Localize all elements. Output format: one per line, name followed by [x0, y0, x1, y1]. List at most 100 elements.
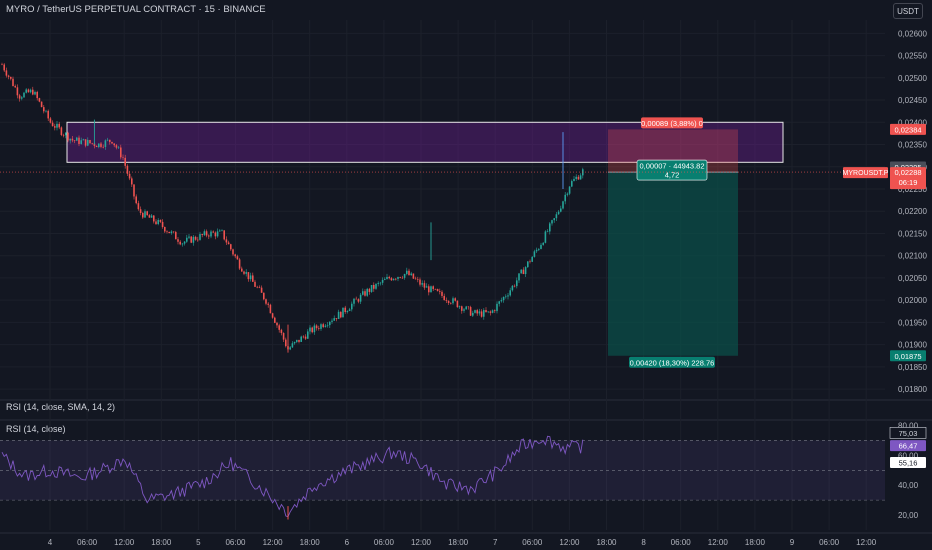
candle-body [98, 143, 100, 148]
time-tick-label: 12:00 [114, 538, 135, 547]
candle-body [474, 310, 476, 313]
candle-body [21, 97, 23, 99]
candle-body [553, 218, 555, 221]
candle-body [291, 343, 294, 348]
candle-body [324, 325, 327, 327]
candle-body [93, 143, 96, 146]
candle-body [170, 231, 173, 234]
candle-body [476, 310, 478, 314]
candle-body [496, 303, 498, 312]
candle-body [489, 311, 492, 313]
candle-body [500, 300, 503, 302]
candle-body [300, 336, 302, 342]
symbol-tag: MYROUSDT.P [843, 170, 889, 177]
candle-body [344, 307, 346, 312]
candle-body [487, 311, 489, 313]
candle-body [109, 139, 111, 142]
candle-body [322, 324, 324, 327]
candle-body [179, 241, 181, 245]
time-tick-label: 06:00 [374, 538, 395, 547]
candle-body [117, 147, 120, 149]
price-tick-label: 0,02550 [898, 52, 927, 61]
candle-body [373, 285, 375, 289]
candle-body [40, 101, 43, 108]
candle-body [73, 140, 76, 142]
candle-body [359, 294, 362, 302]
candle-body [551, 220, 553, 224]
rsi-sma-tag: 55,16 [899, 459, 918, 468]
candle-body [197, 239, 199, 241]
rsi-value-tag: 66,47 [899, 442, 918, 451]
candle-body [392, 278, 395, 281]
candle-body [439, 291, 441, 292]
candle-body [520, 269, 522, 274]
candle-body [43, 107, 45, 112]
candle-body [142, 213, 144, 218]
candle-body [157, 219, 159, 225]
candle-body [254, 281, 256, 287]
candle-body [428, 286, 430, 293]
candle-body [298, 339, 300, 342]
currency-button[interactable]: USDT [893, 3, 923, 19]
short-position-tool: 0,00089 (3,88%) 0 0,00007 · 44943.824,72 0… [608, 117, 738, 368]
rsi-sma-tag-bg [890, 457, 926, 469]
candle-body [445, 300, 448, 301]
candle-body [80, 140, 82, 144]
candle-body [84, 139, 87, 146]
symbol-tag-bg [843, 167, 888, 179]
candle-body [249, 275, 252, 280]
candle-body [256, 286, 258, 288]
candle-body [115, 145, 118, 148]
candle-body [304, 336, 307, 339]
candle-body [307, 331, 309, 339]
candle-body [168, 231, 170, 234]
candle-body [225, 239, 228, 243]
target-label-bg [629, 356, 715, 368]
supply-zone[interactable] [66, 121, 784, 163]
candle-body [355, 298, 357, 300]
candle-body [377, 282, 379, 284]
candle-body [458, 306, 461, 308]
candle-body [414, 278, 417, 280]
candle-body [148, 215, 151, 218]
candle-body [575, 176, 577, 179]
candle-body [146, 211, 148, 216]
time-tick-label: 18:00 [300, 538, 321, 547]
candle-body [401, 277, 404, 279]
candle-body [357, 299, 360, 302]
price-tick-label: 0,02450 [898, 96, 927, 105]
time-tick-label: 06:00 [671, 538, 692, 547]
candle-body [203, 231, 206, 235]
rsi-legend[interactable]: RSI (14, close) [6, 424, 66, 434]
rsi-sma-legend[interactable]: RSI (14, close, SMA, 14, 2) [6, 402, 116, 412]
candle-body [274, 317, 276, 323]
stop-label: 0,00089 (3,88%) 0 [641, 119, 703, 128]
candle-body [498, 301, 500, 304]
candle-body [263, 292, 265, 300]
candle-body [241, 268, 243, 272]
candle-body [47, 110, 49, 119]
candle-body [78, 137, 80, 144]
candle-body [183, 241, 186, 244]
candle-body [456, 300, 459, 308]
rsi-tick-label: 40,00 [898, 481, 919, 490]
time-tick-label: 6 [345, 538, 350, 547]
rsi-tick-label: 80,00 [898, 421, 919, 430]
chart-title: MYRO / TetherUS PERPETUAL CONTRACT · 15 … [6, 4, 266, 15]
price-tick-label: 0,01850 [898, 363, 927, 372]
candle-body [544, 231, 547, 243]
candle-body [5, 70, 8, 76]
candle-body [111, 141, 113, 144]
candle-body [172, 231, 175, 233]
candle-body [155, 221, 157, 225]
candle-body [139, 209, 142, 214]
entry-label: 4,72 [665, 171, 680, 180]
candle-body [260, 287, 263, 293]
candle-body [82, 139, 85, 141]
time-tick-label: 12:00 [263, 538, 284, 547]
candle-body [199, 234, 201, 240]
candle-body [166, 231, 168, 233]
candle-body [419, 279, 421, 285]
candle-body [491, 310, 494, 313]
